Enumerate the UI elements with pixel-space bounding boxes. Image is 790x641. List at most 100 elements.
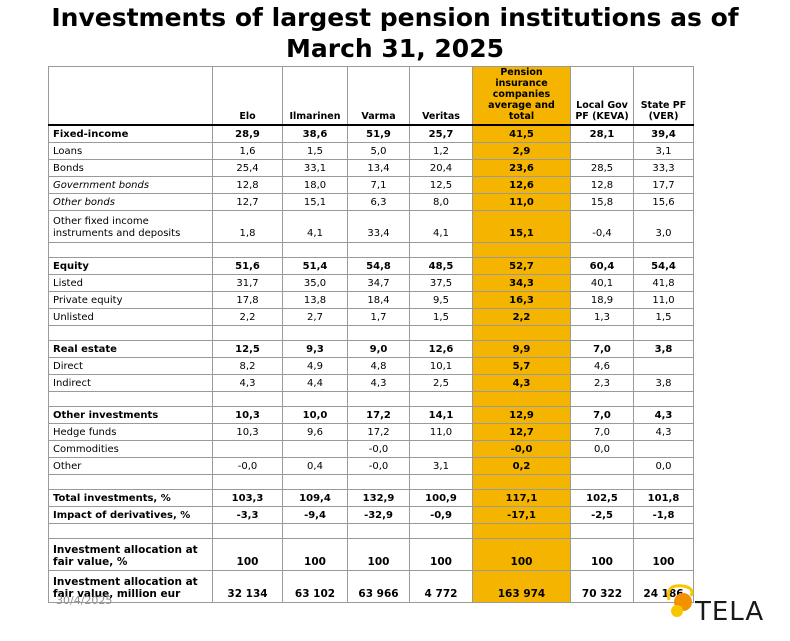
- table-cell: 8,0: [409, 193, 473, 211]
- table-cell: 17,2: [347, 406, 410, 424]
- row-label: [48, 474, 213, 490]
- row-label: Direct: [48, 357, 213, 375]
- table-cell: -0,0: [212, 457, 283, 475]
- row-label: [48, 523, 213, 539]
- footer-date: 30/4/2025: [56, 594, 113, 607]
- table-cell: 2,7: [282, 308, 348, 326]
- table-cell: 15,6: [633, 193, 694, 211]
- table-cell: [472, 523, 571, 539]
- table-row: Other bonds 12,7 15,1 6,3 8,0 11,0 15,8 15,6: [48, 193, 694, 211]
- table-cell: 4,9: [282, 357, 348, 375]
- table-cell: 8,2: [212, 357, 283, 375]
- row-label: Equity: [48, 257, 213, 275]
- table-cell: [570, 325, 634, 341]
- table-cell: [212, 440, 283, 458]
- table-row: Equity 51,6 51,4 54,8 48,5 52,7 60,4 54,4: [48, 257, 694, 275]
- table-cell: 103,3: [212, 489, 283, 507]
- table-cell: 1,5: [282, 142, 348, 160]
- table-cell: 11,0: [409, 423, 473, 441]
- table-cell: 14,1: [409, 406, 473, 424]
- table-row: Fixed-income 28,9 38,6 51,9 25,7 41,5 28,1 39,4: [48, 124, 694, 143]
- table-cell: [347, 391, 410, 407]
- table-cell: -3,3: [212, 506, 283, 524]
- table-cell: 117,1: [472, 489, 571, 507]
- investments-table: Elo Ilmarinen Varma Veritas Pension insuranc…: [48, 66, 694, 603]
- table-cell: 28,5: [570, 159, 634, 177]
- table-cell: 1,8: [212, 210, 283, 243]
- table-cell: [347, 325, 410, 341]
- table-cell: [282, 440, 348, 458]
- table-cell: [212, 474, 283, 490]
- table-cell: [212, 325, 283, 341]
- table-cell: 4,6: [570, 357, 634, 375]
- table-cell: 100: [570, 538, 634, 571]
- table-cell: 12,7: [472, 423, 571, 441]
- table-cell: [409, 242, 473, 258]
- column-header: Pension insurance companies average and …: [472, 66, 571, 126]
- table-cell: -2,5: [570, 506, 634, 524]
- table-cell: 33,4: [347, 210, 410, 243]
- table-cell: 12,7: [212, 193, 283, 211]
- table-cell: 11,0: [472, 193, 571, 211]
- table-cell: 54,4: [633, 257, 694, 275]
- table-cell: [409, 474, 473, 490]
- table-cell: [633, 523, 694, 539]
- table-cell: [633, 242, 694, 258]
- table-cell: 13,8: [282, 291, 348, 309]
- table-cell: 41,5: [472, 124, 571, 143]
- table-cell: 100: [347, 538, 410, 571]
- table-cell: 16,3: [472, 291, 571, 309]
- table-row: [48, 325, 694, 341]
- table-cell: [409, 523, 473, 539]
- logo-arc: [666, 584, 694, 601]
- table-cell: 17,8: [212, 291, 283, 309]
- table-cell: 102,5: [570, 489, 634, 507]
- table-cell: 12,9: [472, 406, 571, 424]
- tela-logo-text: TELA: [695, 597, 765, 627]
- table-body: Fixed-income 28,9 38,6 51,9 25,7 41,5 28,1 39,4…: [48, 124, 694, 603]
- table-cell: [633, 440, 694, 458]
- table-row: Commodities -0,0 -0,0 0,0: [48, 440, 694, 458]
- table-cell: -1,8: [633, 506, 694, 524]
- table-row: Other -0,0 0,4 -0,0 3,1 0,2 0,0: [48, 457, 694, 475]
- tela-logo-icon: [666, 584, 694, 617]
- table-cell: -0,0: [472, 440, 571, 458]
- table-row: Bonds 25,4 33,1 13,4 20,4 23,6 28,5 33,3: [48, 159, 694, 177]
- row-label: Bonds: [48, 159, 213, 177]
- table-cell: 11,0: [633, 291, 694, 309]
- table-cell: 100: [282, 538, 348, 571]
- table-row: Government bonds 12,8 18,0 7,1 12,5 12,6 12,8 1…: [48, 176, 694, 194]
- table-row: Other fixed income instruments and depos…: [48, 210, 694, 243]
- table-cell: 12,6: [472, 176, 571, 194]
- table-cell: 15,1: [472, 210, 571, 243]
- table-cell: 1,6: [212, 142, 283, 160]
- table-cell: [570, 523, 634, 539]
- table-cell: [570, 457, 634, 475]
- table-row: Other investments 10,3 10,0 17,2 14,1 12,9 7,0…: [48, 406, 694, 424]
- table-cell: 7,0: [570, 423, 634, 441]
- table-cell: 9,0: [347, 340, 410, 358]
- table-cell: 51,4: [282, 257, 348, 275]
- table-cell: [570, 142, 634, 160]
- table-cell: 3,0: [633, 210, 694, 243]
- table-cell: 39,4: [633, 124, 694, 143]
- table-cell: 100: [472, 538, 571, 571]
- table-cell: 2,2: [212, 308, 283, 326]
- table-cell: 1,5: [633, 308, 694, 326]
- row-label: Hedge funds: [48, 423, 213, 441]
- column-header: Varma: [347, 66, 410, 126]
- table-cell: 20,4: [409, 159, 473, 177]
- row-label: Government bonds: [48, 176, 213, 194]
- table-cell: 10,1: [409, 357, 473, 375]
- table-cell: 100: [633, 538, 694, 571]
- table-row: Investment allocation at fair value, mil…: [48, 570, 694, 603]
- table-cell: -0,0: [347, 457, 410, 475]
- column-header: Local Gov PF (KEVA): [570, 66, 634, 126]
- table-cell: [212, 242, 283, 258]
- table-cell: [409, 391, 473, 407]
- table-cell: 51,6: [212, 257, 283, 275]
- table-cell: [570, 242, 634, 258]
- table-cell: 4,3: [633, 406, 694, 424]
- table-cell: 18,9: [570, 291, 634, 309]
- table-cell: 2,3: [570, 374, 634, 392]
